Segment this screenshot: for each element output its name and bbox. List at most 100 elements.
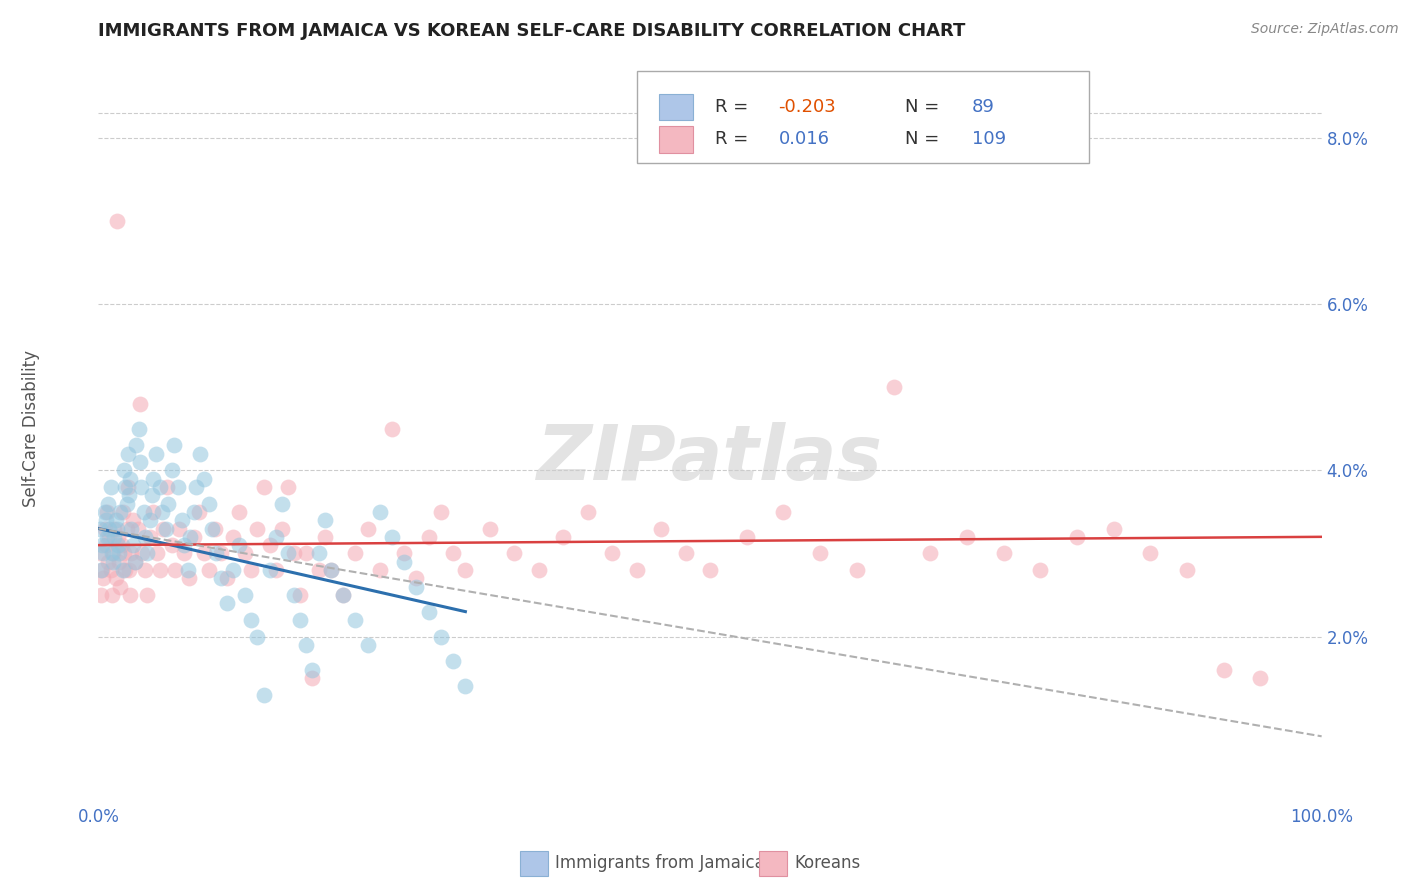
Point [163, 438, 186, 452]
Point [675, 546, 697, 560]
Point [193, 546, 215, 560]
Point [155, 521, 177, 535]
Point [94, 513, 117, 527]
Point [1175, 563, 1198, 577]
Point [120, 588, 142, 602]
Point [527, 563, 550, 577]
Point [259, 563, 281, 577]
Point [152, 521, 174, 535]
Point [91, 571, 114, 585]
Point [381, 422, 404, 436]
Point [205, 546, 228, 560]
Point [441, 655, 464, 669]
Point [197, 497, 219, 511]
Point [98, 521, 121, 535]
Point [993, 546, 1015, 560]
Point [392, 555, 416, 569]
Point [90, 588, 112, 602]
Point [301, 671, 323, 685]
Text: 0.016: 0.016 [779, 130, 830, 148]
Point [183, 530, 205, 544]
Point [430, 505, 453, 519]
Point [772, 505, 794, 519]
Point [264, 563, 287, 577]
Point [93, 505, 115, 519]
Point [845, 563, 868, 577]
Point [132, 505, 155, 519]
Point [150, 505, 173, 519]
Point [441, 546, 464, 560]
Point [277, 546, 299, 560]
Point [193, 472, 215, 486]
Text: -0.203: -0.203 [779, 98, 837, 116]
Point [108, 555, 131, 569]
Point [97, 497, 120, 511]
Point [356, 638, 378, 652]
Point [314, 513, 336, 527]
Point [120, 546, 142, 560]
Text: IMMIGRANTS FROM JAMAICA VS KOREAN SELF-CARE DISABILITY CORRELATION CHART: IMMIGRANTS FROM JAMAICA VS KOREAN SELF-C… [98, 22, 966, 40]
Point [233, 588, 256, 602]
Point [222, 530, 245, 544]
Point [626, 563, 648, 577]
Point [101, 555, 124, 569]
Point [201, 521, 224, 535]
Point [91, 538, 114, 552]
Point [110, 505, 132, 519]
Point [124, 555, 146, 569]
Point [115, 497, 138, 511]
Point [503, 546, 526, 560]
Point [115, 521, 138, 535]
Point [197, 563, 219, 577]
Point [553, 530, 575, 544]
Point [454, 680, 477, 694]
Point [100, 480, 122, 494]
Point [96, 530, 118, 544]
Point [94, 538, 117, 552]
Point [131, 546, 153, 560]
Point [454, 563, 477, 577]
Point [283, 546, 305, 560]
Point [319, 563, 342, 577]
Text: Immigrants from Jamaica: Immigrants from Jamaica [555, 855, 765, 872]
Text: N =: N = [904, 130, 945, 148]
Point [808, 546, 831, 560]
Point [128, 422, 150, 436]
Point [110, 580, 132, 594]
Point [121, 513, 143, 527]
Point [270, 497, 294, 511]
Point [183, 505, 205, 519]
Point [308, 563, 330, 577]
Point [108, 546, 131, 560]
Point [600, 546, 623, 560]
Point [290, 588, 312, 602]
Point [90, 563, 112, 577]
Point [204, 521, 226, 535]
Point [252, 480, 274, 494]
Text: R =: R = [714, 98, 754, 116]
Text: 89: 89 [972, 98, 994, 116]
Point [228, 505, 250, 519]
Point [1212, 663, 1234, 677]
Point [956, 530, 979, 544]
Point [139, 513, 162, 527]
Point [314, 530, 336, 544]
Point [145, 447, 167, 461]
Text: 109: 109 [972, 130, 1005, 148]
Point [356, 521, 378, 535]
Point [1029, 563, 1052, 577]
Point [114, 480, 136, 494]
FancyBboxPatch shape [658, 126, 693, 153]
Point [104, 571, 127, 585]
Point [186, 480, 208, 494]
Point [112, 546, 135, 560]
Point [368, 563, 391, 577]
Point [290, 613, 312, 627]
Point [142, 505, 165, 519]
Point [124, 555, 146, 569]
Point [129, 455, 152, 469]
Point [295, 546, 318, 560]
Point [246, 630, 269, 644]
Point [91, 563, 114, 577]
Point [283, 588, 305, 602]
